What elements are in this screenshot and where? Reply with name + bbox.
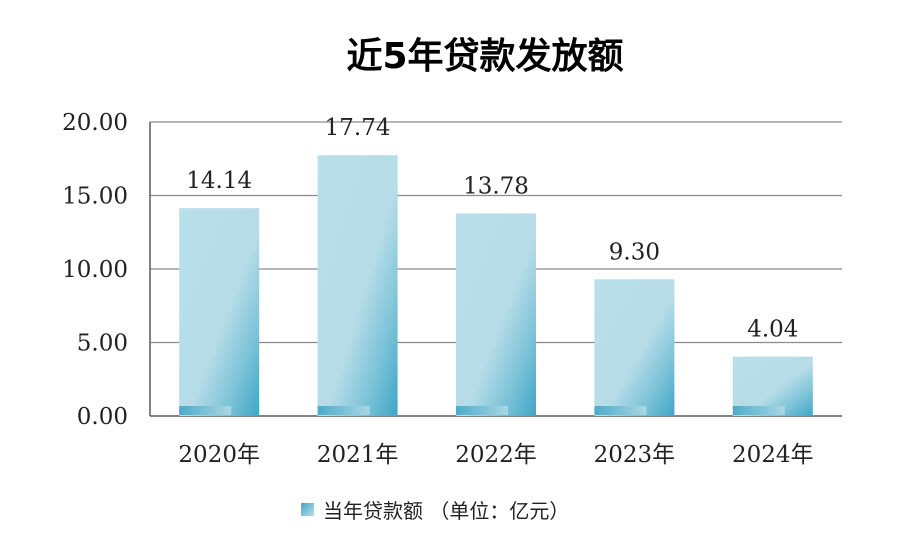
bar-base-shade xyxy=(317,406,370,415)
y-tick-label: 10.00 xyxy=(62,257,128,283)
x-category-label: 2021年 xyxy=(317,442,399,468)
bar-base-shade xyxy=(456,406,508,415)
bar-base-shade xyxy=(594,406,647,415)
bar xyxy=(594,279,675,416)
legend-swatch xyxy=(301,503,314,516)
data-label: 4.04 xyxy=(747,317,798,343)
y-tick-label: 0.00 xyxy=(77,404,128,430)
y-axis-ticks: 0.00 5.00 10.00 15.00 20.00 xyxy=(62,110,128,430)
data-label: 17.74 xyxy=(325,115,391,141)
data-labels: 14.14 17.74 13.78 9.30 4.04 xyxy=(186,115,798,342)
x-category-label: 2020年 xyxy=(178,442,260,468)
bars xyxy=(179,155,813,417)
data-label: 14.14 xyxy=(186,168,252,194)
bar-base-shade xyxy=(732,406,785,415)
x-category-label: 2022年 xyxy=(455,442,537,468)
bar-base-shade xyxy=(179,406,232,415)
x-axis-categories: 2020年 2021年 2022年 2023年 2024年 xyxy=(178,442,813,468)
y-tick-label: 15.00 xyxy=(62,184,128,210)
legend: 当年贷款额 （单位：亿元） xyxy=(301,499,569,523)
bar xyxy=(179,208,260,416)
bar xyxy=(317,155,398,417)
chart-title: 近5年贷款发放额 xyxy=(346,36,623,77)
y-tick-label: 5.00 xyxy=(77,331,128,357)
data-label: 13.78 xyxy=(463,173,529,199)
legend-label: 当年贷款额 （单位：亿元） xyxy=(323,499,569,523)
x-category-label: 2024年 xyxy=(732,442,814,468)
data-label: 9.30 xyxy=(609,239,660,265)
x-category-label: 2023年 xyxy=(594,442,676,468)
bar xyxy=(456,213,536,416)
y-tick-label: 20.00 xyxy=(62,110,128,136)
